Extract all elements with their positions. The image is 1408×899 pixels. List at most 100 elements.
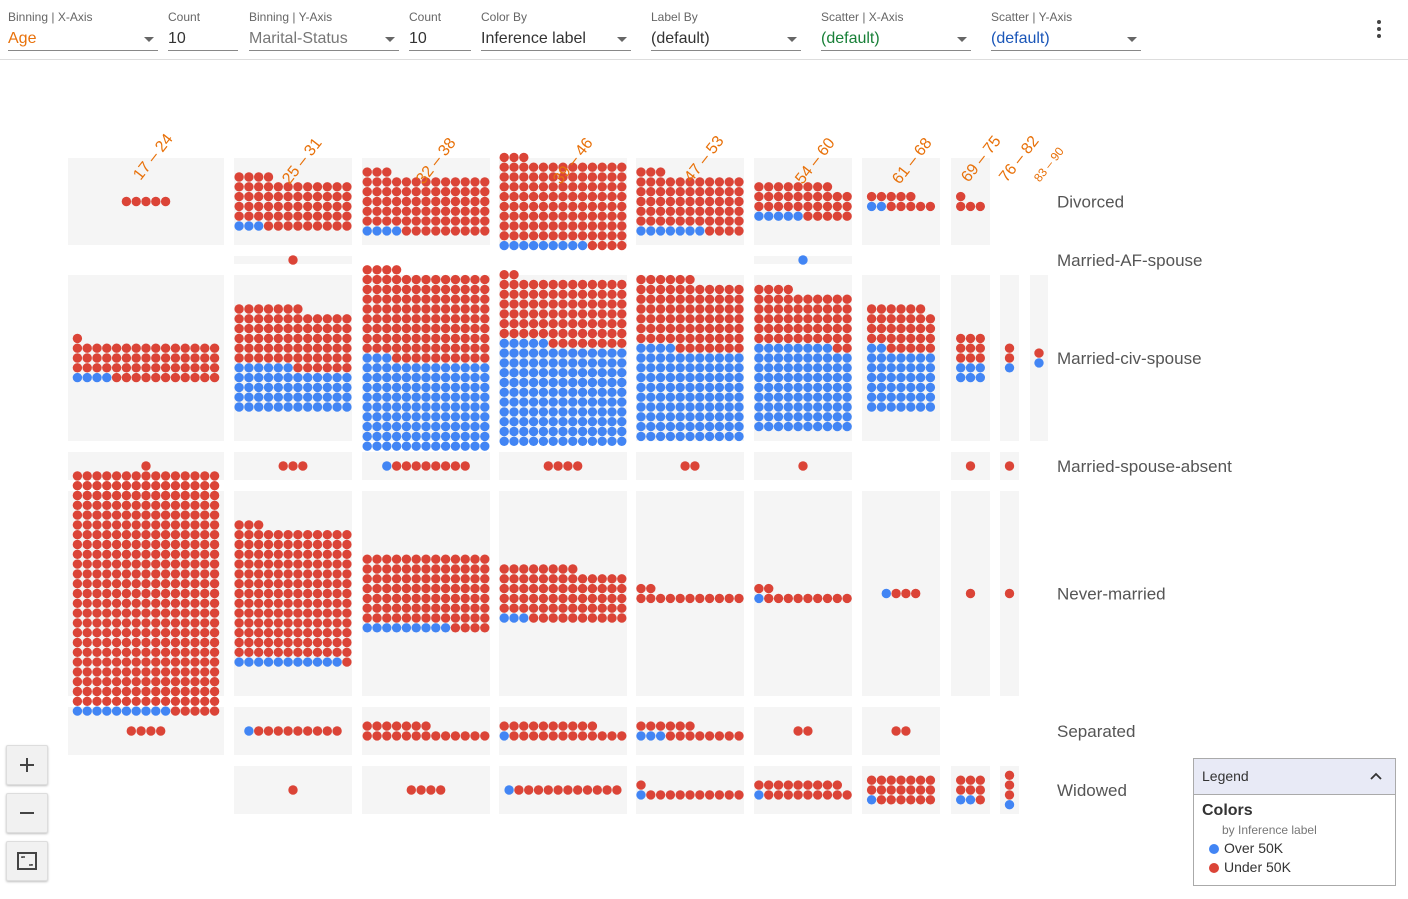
data-point-under-50k[interactable] [170, 667, 181, 677]
data-point-under-50k[interactable] [72, 696, 83, 706]
data-point-under-50k[interactable] [975, 343, 985, 353]
data-point-under-50k[interactable] [499, 172, 509, 182]
data-point-over-50k[interactable] [822, 412, 833, 422]
data-point-over-50k[interactable] [783, 211, 793, 221]
data-point-under-50k[interactable] [509, 191, 519, 202]
data-point-under-50k[interactable] [617, 309, 627, 319]
data-point-under-50k[interactable] [866, 775, 877, 785]
data-point-under-50k[interactable] [102, 628, 112, 638]
data-point-under-50k[interactable] [160, 647, 171, 657]
data-point-over-50k[interactable] [754, 382, 764, 393]
data-point-under-50k[interactable] [704, 187, 715, 197]
data-point-under-50k[interactable] [587, 309, 598, 319]
data-point-under-50k[interactable] [440, 187, 451, 197]
data-point-under-50k[interactable] [209, 618, 220, 628]
data-point-under-50k[interactable] [915, 333, 926, 344]
data-point-under-50k[interactable] [180, 608, 190, 618]
data-point-under-50k[interactable] [312, 608, 323, 618]
data-point-under-50k[interactable] [401, 564, 412, 574]
data-point-under-50k[interactable] [617, 289, 627, 299]
data-point-under-50k[interactable] [121, 372, 132, 383]
facet-cell[interactable] [234, 707, 352, 755]
data-point-under-50k[interactable] [421, 284, 431, 295]
data-point-over-50k[interactable] [528, 338, 539, 348]
data-point-over-50k[interactable] [440, 363, 451, 373]
data-point-under-50k[interactable] [460, 196, 470, 207]
data-point-over-50k[interactable] [558, 240, 568, 251]
data-point-under-50k[interactable] [440, 554, 451, 564]
data-point-under-50k[interactable] [180, 569, 190, 579]
data-point-under-50k[interactable] [151, 343, 161, 353]
data-point-under-50k[interactable] [180, 530, 190, 540]
data-point-under-50k[interactable] [82, 677, 92, 687]
data-point-under-50k[interactable] [141, 696, 151, 706]
data-point-under-50k[interactable] [72, 667, 83, 677]
data-point-under-50k[interactable] [200, 637, 210, 648]
data-point-under-50k[interactable] [499, 564, 509, 574]
data-point-under-50k[interactable] [714, 343, 725, 353]
data-point-under-50k[interactable] [263, 182, 274, 192]
data-point-over-50k[interactable] [450, 363, 461, 373]
facet-cell[interactable] [499, 491, 627, 696]
data-point-over-50k[interactable] [724, 363, 734, 373]
data-point-under-50k[interactable] [734, 333, 744, 344]
data-point-under-50k[interactable] [480, 613, 490, 623]
data-point-under-50k[interactable] [263, 549, 274, 559]
data-point-under-50k[interactable] [925, 323, 936, 334]
data-point-under-50k[interactable] [470, 353, 480, 363]
data-point-under-50k[interactable] [734, 343, 744, 353]
data-point-over-50k[interactable] [431, 402, 441, 412]
data-point-over-50k[interactable] [141, 706, 151, 716]
data-point-under-50k[interactable] [92, 490, 102, 501]
data-point-under-50k[interactable] [332, 559, 342, 569]
data-point-under-50k[interactable] [714, 593, 725, 604]
data-point-over-50k[interactable] [528, 387, 539, 397]
data-point-over-50k[interactable] [665, 431, 676, 442]
data-point-under-50k[interactable] [480, 226, 490, 236]
data-point-over-50k[interactable] [401, 363, 412, 373]
data-point-under-50k[interactable] [141, 363, 151, 373]
data-point-under-50k[interactable] [244, 304, 254, 314]
data-point-under-50k[interactable] [925, 343, 936, 353]
data-point-under-50k[interactable] [587, 182, 598, 192]
data-point-under-50k[interactable] [538, 221, 549, 231]
data-point-under-50k[interactable] [480, 554, 490, 564]
data-point-under-50k[interactable] [509, 328, 519, 339]
data-point-under-50k[interactable] [372, 554, 382, 564]
data-point-over-50k[interactable] [382, 623, 392, 633]
data-point-under-50k[interactable] [538, 172, 549, 182]
data-point-under-50k[interactable] [170, 500, 181, 510]
data-point-under-50k[interactable] [312, 549, 323, 559]
data-point-under-50k[interactable] [975, 775, 985, 785]
data-point-under-50k[interactable] [842, 314, 852, 324]
data-point-under-50k[interactable] [675, 333, 685, 344]
data-point-under-50k[interactable] [283, 647, 293, 657]
data-point-over-50k[interactable] [822, 421, 833, 432]
data-point-under-50k[interactable] [431, 603, 441, 613]
data-point-under-50k[interactable] [190, 343, 200, 353]
data-point-over-50k[interactable] [842, 421, 852, 432]
data-point-over-50k[interactable] [519, 407, 529, 417]
data-point-under-50k[interactable] [92, 686, 102, 697]
data-point-over-50k[interactable] [303, 382, 313, 393]
data-point-under-50k[interactable] [519, 231, 529, 241]
data-point-under-50k[interactable] [655, 284, 666, 295]
data-point-under-50k[interactable] [102, 539, 112, 550]
data-point-under-50k[interactable] [724, 314, 734, 324]
data-point-under-50k[interactable] [293, 182, 303, 192]
data-point-under-50k[interactable] [607, 574, 617, 584]
data-point-over-50k[interactable] [293, 372, 303, 383]
data-point-under-50k[interactable] [342, 201, 352, 212]
data-point-under-50k[interactable] [401, 187, 412, 197]
data-point-under-50k[interactable] [293, 221, 303, 231]
data-point-under-50k[interactable] [685, 187, 695, 197]
data-point-over-50k[interactable] [450, 382, 461, 393]
data-point-under-50k[interactable] [866, 304, 877, 314]
data-point-over-50k[interactable] [382, 421, 392, 432]
data-point-under-50k[interactable] [342, 637, 352, 648]
data-point-over-50k[interactable] [617, 387, 627, 397]
data-point-under-50k[interactable] [322, 191, 332, 202]
data-point-under-50k[interactable] [160, 530, 171, 540]
data-point-under-50k[interactable] [906, 314, 916, 324]
data-point-under-50k[interactable] [519, 593, 529, 604]
